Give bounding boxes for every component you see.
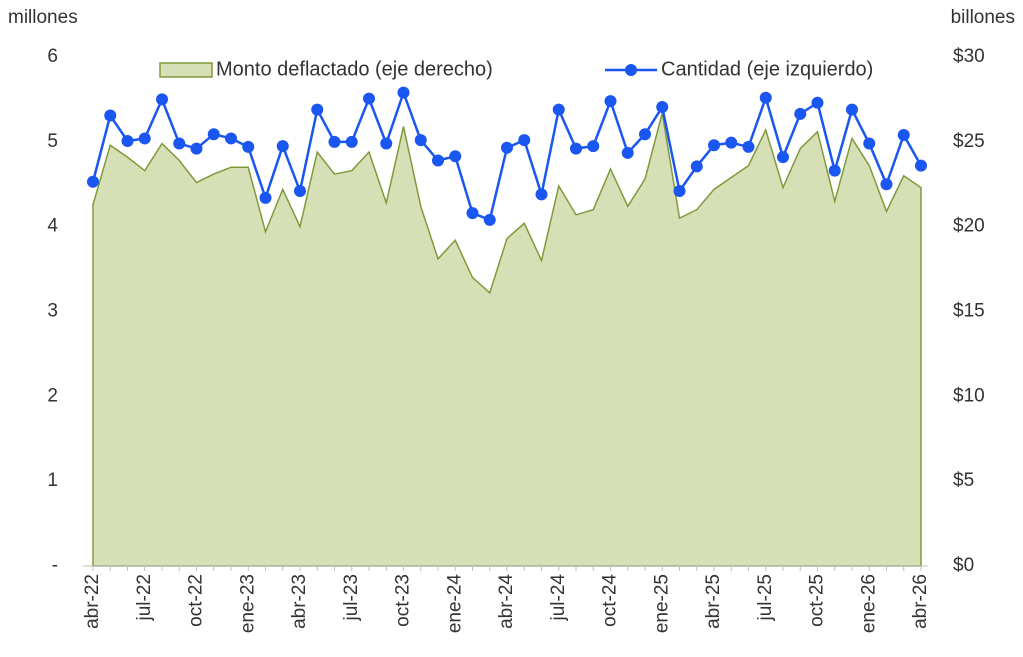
marker [759, 91, 772, 104]
marker [708, 139, 720, 152]
y-tick-label: - [52, 555, 58, 576]
marker [156, 93, 168, 106]
marker [570, 142, 582, 155]
marker [294, 185, 306, 198]
y2-tick-label: $5 [953, 470, 974, 491]
marker [863, 137, 876, 150]
marker [242, 140, 255, 153]
marker [345, 135, 358, 148]
marker [897, 129, 910, 142]
marker [501, 141, 513, 154]
y-tick-label: 3 [47, 301, 58, 322]
y2-tick-label: $15 [953, 301, 985, 322]
marker [121, 134, 134, 147]
x-tick-label: oct-24 [600, 574, 621, 627]
x-tick-label: ene-24 [444, 574, 465, 634]
marker [138, 132, 151, 145]
y-axis-label: millones [8, 7, 78, 28]
y2-tick-label: $10 [953, 385, 985, 406]
marker [621, 146, 634, 159]
legend-swatch [159, 62, 213, 78]
marker [207, 128, 220, 141]
x-tick-label: abr-23 [289, 574, 310, 629]
x-tick-label: ene-26 [858, 574, 879, 633]
x-tick-label: abr-25 [703, 574, 724, 629]
y2-tick-label: $30 [953, 46, 985, 67]
x-tick-label: abr-24 [496, 574, 517, 629]
marker [587, 140, 600, 153]
marker [777, 151, 789, 164]
y-tick-label: 4 [47, 216, 58, 237]
marker [380, 137, 393, 150]
y2-axis-label: billones [951, 7, 1015, 28]
x-tick-label: jul-23 [341, 574, 362, 621]
x-tick-label: oct-25 [807, 574, 828, 627]
x-tick-label: oct-23 [393, 574, 414, 627]
marker [552, 103, 565, 116]
x-tick-label: ene-25 [651, 574, 672, 633]
marker [639, 128, 651, 141]
y-tick-label: 5 [47, 131, 58, 152]
x-tick-label: abr-22 [82, 574, 103, 629]
x-tick-label: jul-24 [548, 574, 569, 622]
x-tick-label: jul-22 [134, 574, 155, 621]
marker [328, 135, 341, 148]
marker [794, 107, 807, 120]
x-tick-label: oct-22 [186, 574, 207, 627]
y2-tick-label: $20 [953, 216, 985, 237]
marker [846, 103, 858, 116]
marker [604, 95, 617, 108]
y-tick-label: 1 [47, 470, 58, 491]
x-tick-label: ene-23 [237, 574, 258, 633]
marker [311, 103, 324, 116]
marker [880, 178, 893, 191]
y-tick-label: 2 [47, 385, 58, 406]
marker [673, 185, 686, 198]
marker [259, 191, 272, 204]
marker [742, 140, 755, 153]
marker [363, 92, 375, 105]
marker [690, 160, 703, 173]
marker [173, 137, 186, 150]
marker [656, 101, 669, 114]
marker [276, 140, 289, 153]
marker [828, 164, 841, 177]
marker [535, 188, 548, 201]
marker [811, 96, 824, 109]
marker [397, 86, 410, 99]
x-tick-label: abr-26 [910, 574, 931, 629]
marker [414, 134, 427, 147]
marker [915, 159, 927, 172]
x-tick-label: jul-25 [755, 574, 776, 621]
marker [225, 132, 237, 145]
marker [725, 136, 738, 149]
marker [449, 150, 462, 163]
marker [190, 142, 203, 155]
area [92, 112, 922, 567]
y2-tick-label: $25 [953, 131, 985, 152]
legend-marker [625, 64, 637, 76]
y-tick-label: 6 [47, 46, 58, 67]
marker [466, 207, 479, 220]
legend-label: Monto deflactado (eje derecho) [216, 58, 493, 80]
marker [104, 109, 117, 122]
marker [87, 175, 99, 188]
marker [518, 134, 531, 147]
marker [483, 213, 496, 226]
y2-tick-label: $0 [953, 555, 974, 576]
legend-label: Cantidad (eje izquierdo) [661, 58, 873, 80]
marker [432, 154, 444, 167]
